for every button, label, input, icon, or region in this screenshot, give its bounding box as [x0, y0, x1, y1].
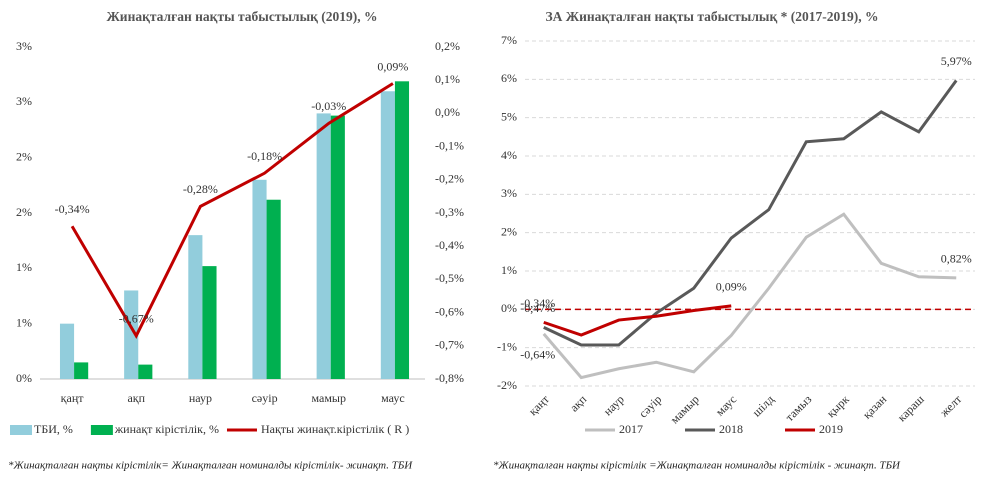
x-tick-label: маус — [713, 392, 740, 419]
footnote: *Жинақталған нақты кірістілік =Жинақталғ… — [493, 460, 901, 472]
y-tick-label: 3% — [16, 94, 32, 108]
y2-tick-label: -0,3% — [435, 205, 464, 219]
line — [543, 304, 732, 337]
y-tick-label: 7% — [501, 33, 517, 47]
bar — [316, 113, 331, 380]
x-tick-label: мамыр — [668, 392, 702, 426]
y-tick-label: 2% — [501, 224, 517, 238]
legend-label: жинақт кірістілік, % — [114, 422, 219, 436]
data-label: -0,34% — [55, 202, 90, 216]
data-label: -0,64% — [520, 348, 555, 362]
line — [542, 212, 957, 380]
bar — [188, 235, 203, 379]
legend-label: Нақты жинақт.кірістілік ( R ) — [261, 422, 409, 436]
data-label: 0,09% — [716, 280, 747, 294]
data-label: 0,09% — [377, 59, 408, 73]
y-tick-label: 3% — [16, 39, 32, 53]
x-tick-label: сәуір — [252, 391, 278, 405]
legend-swatch — [10, 425, 32, 435]
data-label: 5,97% — [941, 54, 972, 68]
bar — [74, 362, 89, 379]
x-tick-label: сәуір — [636, 392, 664, 420]
x-tick-label: тамыз — [782, 392, 814, 424]
legend-label: ТБИ, % — [34, 422, 73, 436]
x-tick-label: караш — [895, 392, 928, 425]
x-tick-label: маус — [381, 391, 405, 405]
bar — [138, 364, 153, 379]
data-label: -0,47% — [520, 301, 555, 315]
y2-tick-label: 0,1% — [435, 72, 460, 86]
data-label: -0,28% — [183, 182, 218, 196]
y-tick-label: 2% — [16, 149, 32, 163]
x-tick-label: қаңт — [61, 391, 85, 405]
x-tick-label: наур — [601, 392, 627, 418]
y2-tick-label: 0,0% — [435, 105, 460, 119]
x-tick-label: желт — [936, 392, 965, 421]
line — [70, 82, 394, 339]
y-tick-label: 2% — [16, 205, 32, 219]
chart-title: Жинақталған нақты табыстылық (2019), % — [106, 9, 377, 24]
y2-tick-label: -0,6% — [435, 304, 464, 318]
bar — [202, 266, 217, 379]
bar — [394, 81, 410, 379]
chart-title: ЗА Жинақталған нақты табыстылық * (2017-… — [546, 9, 879, 24]
y-tick-label: 0% — [16, 371, 32, 385]
bar — [330, 115, 345, 379]
bar — [380, 91, 395, 380]
data-label: -0,18% — [247, 149, 282, 163]
data-label: 0,82% — [941, 252, 972, 266]
x-tick-label: қазан — [860, 392, 890, 422]
y-tick-label: 1% — [501, 263, 517, 277]
data-label: -0,03% — [311, 99, 346, 113]
bar — [124, 290, 139, 379]
x-tick-label: шілд — [749, 392, 776, 419]
x-tick-label: ақп — [127, 391, 145, 405]
legend-label: 2017 — [619, 422, 643, 436]
y-tick-label: -2% — [497, 378, 517, 392]
footnote: *Жинақталған нақты кірістілік= Жинақталғ… — [8, 460, 413, 472]
y2-tick-label: 0,2% — [435, 39, 460, 53]
bar — [59, 323, 75, 379]
y2-tick-label: -0,4% — [435, 238, 464, 252]
y2-tick-label: -0,5% — [435, 271, 464, 285]
y2-tick-label: -0,7% — [435, 338, 464, 352]
y-tick-label: 3% — [501, 186, 517, 200]
bar — [252, 179, 267, 379]
y-tick-label: 4% — [501, 148, 517, 162]
x-tick-label: наур — [189, 391, 212, 405]
y2-tick-label: -0,2% — [435, 172, 464, 186]
data-label: -0,67% — [119, 312, 154, 326]
bar — [266, 199, 281, 379]
data-label: -0,34% — [520, 296, 555, 310]
y-tick-label: -1% — [497, 339, 517, 353]
x-tick-label: ақп — [567, 392, 590, 415]
y2-tick-label: -0,8% — [435, 371, 464, 385]
legend-swatch — [90, 425, 113, 435]
y-tick-label: 0% — [501, 301, 517, 315]
line — [543, 79, 958, 347]
legend-label: 2018 — [719, 422, 743, 436]
y-tick-label: 1% — [16, 315, 32, 329]
x-tick-label: қырк — [824, 392, 852, 420]
y-tick-label: 5% — [501, 109, 517, 123]
legend-label: 2019 — [819, 422, 843, 436]
y-tick-label: 6% — [501, 71, 517, 85]
x-tick-label: мамыр — [312, 391, 347, 405]
y2-tick-label: -0,1% — [435, 138, 464, 152]
x-tick-label: қаңт — [526, 392, 553, 419]
y-tick-label: 1% — [16, 260, 32, 274]
